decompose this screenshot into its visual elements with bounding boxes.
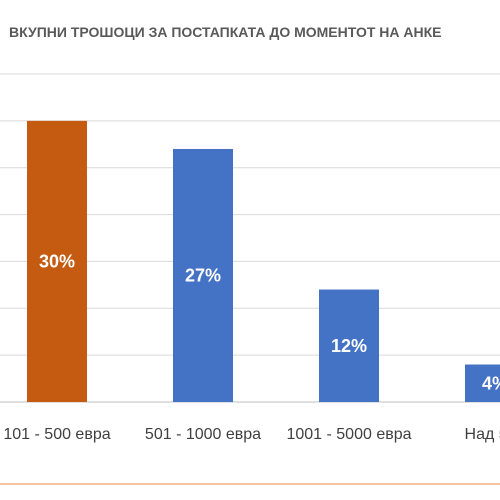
data-label: 4% bbox=[482, 373, 500, 393]
x-tick-labels: 101 - 500 евра 501 - 1000 евра 1001 - 5000… bbox=[3, 426, 500, 443]
data-label: 30% bbox=[39, 251, 75, 271]
data-labels: 30% 27% 12% 4% bbox=[39, 251, 500, 393]
bar bbox=[173, 148, 233, 402]
x-tick-label: 1001 - 5000 евра bbox=[286, 426, 411, 443]
x-tick-label: Над 500 bbox=[465, 426, 500, 443]
chart-title: ВКУПНИ ТРОШОЦИ ЗА ПОСТАПКАТА ДО МОМЕНТОТ… bbox=[9, 24, 442, 40]
bar bbox=[27, 120, 87, 402]
bars bbox=[27, 120, 500, 402]
data-label: 12% bbox=[331, 336, 367, 356]
bar bbox=[465, 364, 500, 402]
x-tick-label: 101 - 500 евра bbox=[3, 426, 110, 443]
bar bbox=[319, 289, 379, 402]
data-label: 27% bbox=[185, 265, 221, 285]
x-tick-label: 501 - 1000 евра bbox=[145, 426, 261, 443]
